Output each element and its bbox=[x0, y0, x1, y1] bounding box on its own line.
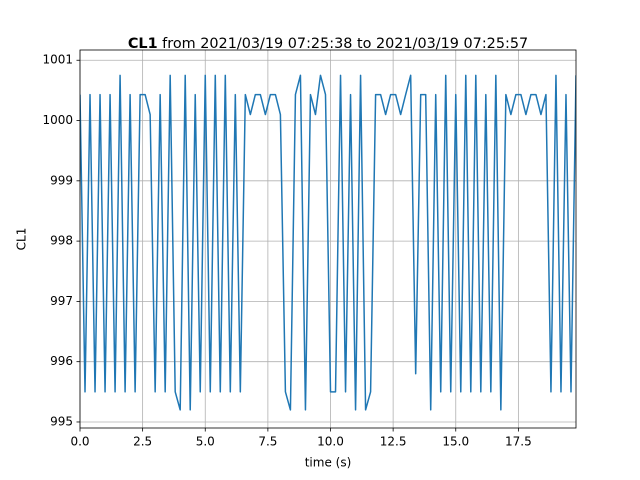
x-tick-label: 5.0 bbox=[196, 435, 215, 449]
title-bold: CL1 bbox=[128, 36, 158, 52]
y-tick-label: 995 bbox=[50, 414, 73, 428]
x-tick-label: 17.5 bbox=[505, 435, 532, 449]
x-tick-label: 15.0 bbox=[442, 435, 469, 449]
x-axis-label: time (s) bbox=[305, 456, 352, 470]
y-tick-label: 1001 bbox=[42, 53, 73, 67]
data-line bbox=[80, 74, 576, 411]
x-tick-label: 2.5 bbox=[133, 435, 152, 449]
chart-title: CL1 from 2021/03/19 07:25:38 to 2021/03/… bbox=[128, 36, 528, 52]
y-tick-label: 1000 bbox=[42, 113, 73, 127]
y-tick-label: 999 bbox=[50, 173, 73, 187]
y-tick-label: 998 bbox=[50, 234, 73, 248]
x-tick-label: 7.5 bbox=[258, 435, 277, 449]
y-axis-label: CL1 bbox=[15, 228, 29, 251]
y-tick-label: 996 bbox=[50, 354, 73, 368]
x-tick-label: 10.0 bbox=[317, 435, 344, 449]
plot-frame bbox=[79, 49, 577, 429]
y-tick-label: 997 bbox=[50, 294, 73, 308]
title-rest: from 2021/03/19 07:25:38 to 2021/03/19 0… bbox=[158, 36, 529, 52]
x-tick-label: 0.0 bbox=[70, 435, 89, 449]
x-tick-label: 12.5 bbox=[380, 435, 407, 449]
